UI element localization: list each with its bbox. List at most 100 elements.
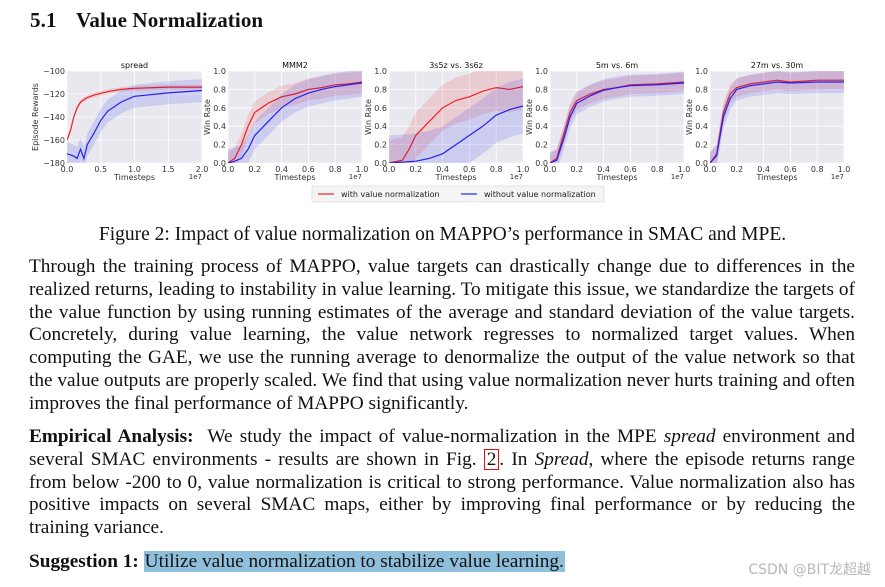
x-tick-label: 0.5 bbox=[94, 165, 107, 174]
y-tick-label: −180 bbox=[43, 159, 65, 168]
x-axis-label: Timesteps bbox=[113, 173, 155, 182]
series-band bbox=[389, 78, 523, 163]
x-tick-label: 0.4 bbox=[597, 165, 610, 174]
y-axis-label: Win Rate bbox=[203, 99, 212, 135]
x-tick-label: 1.0 bbox=[838, 165, 851, 174]
chart-panel-2: 0.0 0.2 0.4 0.6 0.8 1.0 0.0 0.2 0.4 0.6 0.8 1.0 3s5z… bbox=[364, 61, 530, 182]
empirical-analysis-label: Empirical Analysis: bbox=[29, 426, 194, 447]
paragraph-empirical-analysis: Empirical Analysis: We study the impact … bbox=[29, 426, 855, 540]
y-axis-label: Episode Rewards bbox=[31, 83, 40, 151]
x-scale-label: 1e7 bbox=[831, 173, 844, 181]
x-tick-label: 0.0 bbox=[222, 165, 235, 174]
y-tick-label: 1.0 bbox=[695, 67, 708, 76]
section-title: Value Normalization bbox=[76, 8, 264, 32]
x-tick-label: 0.2 bbox=[730, 165, 743, 174]
chart-panel-3: 0.0 0.2 0.4 0.6 0.8 1.0 0.0 0.2 0.4 0.6 0.8 1.0 5m v… bbox=[525, 61, 690, 182]
y-tick-label: 0.6 bbox=[374, 104, 387, 113]
plot-area bbox=[550, 71, 684, 163]
x-tick-label: 0.0 bbox=[383, 165, 396, 174]
p2-text-a: We study the impact of value-normalizati… bbox=[207, 426, 664, 447]
y-tick-label: 0.0 bbox=[535, 159, 548, 168]
x-scale-label: 1e7 bbox=[349, 173, 362, 181]
chart-title: 5m vs. 6m bbox=[596, 61, 639, 70]
y-tick-label: −140 bbox=[43, 113, 65, 122]
suggestion-text[interactable]: Utilize value normalization to stabilize… bbox=[143, 551, 565, 572]
plot-area bbox=[710, 71, 844, 163]
section-number: 5.1 bbox=[30, 8, 57, 32]
chart-panel-0: 0.0 0.5 1.0 1.5 2.0 −180 −160 −140 −120 −100 sprea… bbox=[31, 61, 208, 182]
series-line bbox=[228, 81, 362, 163]
x-tick-label: 0.6 bbox=[302, 165, 315, 174]
x-tick-label: 1.0 bbox=[356, 165, 369, 174]
x-tick-label: 0.8 bbox=[329, 165, 342, 174]
series-line bbox=[67, 86, 202, 141]
y-tick-label: 0.0 bbox=[695, 159, 708, 168]
y-tick-label: 0.8 bbox=[213, 85, 226, 94]
x-axis-label: Timesteps bbox=[755, 173, 797, 182]
watermark: CSDN @BIT龙超越 bbox=[748, 562, 871, 578]
y-tick-label: 1.0 bbox=[213, 67, 226, 76]
figure-charts: 0.0 0.5 1.0 1.5 2.0 −180 −160 −140 −120 −100 sprea… bbox=[31, 61, 850, 203]
x-axis-label: Timesteps bbox=[434, 173, 476, 182]
x-tick-label: 0.0 bbox=[704, 165, 717, 174]
y-tick-label: −120 bbox=[43, 90, 65, 99]
x-axis-label: Timesteps bbox=[595, 173, 637, 182]
x-tick-label: 0.2 bbox=[248, 165, 261, 174]
legend-box bbox=[311, 185, 605, 203]
series-band bbox=[710, 71, 844, 163]
x-tick-label: 1.0 bbox=[678, 165, 691, 174]
suggestion-label: Suggestion 1: bbox=[29, 551, 139, 572]
y-tick-label: 0.4 bbox=[535, 122, 548, 131]
chart-title: 27m vs. 30m bbox=[751, 61, 804, 70]
series-band bbox=[710, 71, 844, 163]
y-tick-label: 0.2 bbox=[213, 141, 226, 150]
series-band bbox=[550, 71, 684, 163]
paragraph-value-normalization: Through the training process of MAPPO, v… bbox=[29, 256, 855, 414]
y-tick-label: 0.0 bbox=[374, 159, 387, 168]
figure-caption: Figure 2: Impact of value normalization … bbox=[98, 224, 787, 245]
y-tick-label: 0.8 bbox=[374, 85, 387, 94]
legend-label-without: without value normalization bbox=[484, 190, 596, 199]
x-tick-label: 1.0 bbox=[517, 165, 530, 174]
chart-panel-4: 0.0 0.2 0.4 0.6 0.8 1.0 0.0 0.2 0.4 0.6 0.8 1.0 27m … bbox=[685, 61, 850, 182]
x-tick-label: 0.4 bbox=[436, 165, 449, 174]
x-tick-label: 0.2 bbox=[409, 165, 422, 174]
y-tick-label: 0.4 bbox=[695, 122, 708, 131]
y-tick-label: 0.2 bbox=[695, 141, 708, 150]
x-tick-label: 0.6 bbox=[624, 165, 637, 174]
series-line bbox=[389, 86, 523, 163]
env-spread-cap: Spread bbox=[534, 448, 589, 470]
legend-label-with: with value normalization bbox=[341, 190, 440, 199]
series-line bbox=[228, 82, 362, 163]
p2-text-d: , where the episode returns range from b… bbox=[29, 448, 855, 539]
y-tick-label: 0.6 bbox=[535, 104, 548, 113]
p2-text-c: . In bbox=[499, 448, 535, 470]
y-tick-label: 0.4 bbox=[213, 122, 226, 131]
y-tick-label: 0.4 bbox=[374, 122, 387, 131]
x-scale-label: 1e7 bbox=[671, 173, 684, 181]
env-spread: spread bbox=[663, 426, 716, 447]
x-tick-label: 0.2 bbox=[570, 165, 583, 174]
series-line bbox=[67, 89, 202, 161]
y-tick-label: −160 bbox=[43, 136, 65, 145]
y-tick-label: 1.0 bbox=[374, 67, 387, 76]
x-tick-label: 0.8 bbox=[490, 165, 503, 174]
series-line bbox=[710, 81, 844, 163]
y-tick-label: 0.6 bbox=[213, 104, 226, 113]
y-axis-label: Win Rate bbox=[685, 99, 694, 135]
suggestion: Suggestion 1: Utilize value normalizatio… bbox=[29, 551, 855, 574]
plot-area bbox=[389, 71, 523, 163]
x-tick-label: 0.0 bbox=[61, 165, 74, 174]
x-tick-label: 0.4 bbox=[757, 165, 770, 174]
chart-title: 3s5z vs. 3s6z bbox=[429, 61, 483, 70]
x-tick-label: 0.8 bbox=[651, 165, 664, 174]
figure-reference-link[interactable]: 2 bbox=[483, 448, 500, 470]
series-line bbox=[710, 79, 844, 163]
x-scale-label: 1e7 bbox=[189, 173, 202, 181]
x-tick-label: 1.5 bbox=[162, 165, 175, 174]
x-tick-label: 0.8 bbox=[811, 165, 824, 174]
y-axis-label: Win Rate bbox=[525, 99, 534, 135]
x-tick-label: 1.0 bbox=[128, 165, 141, 174]
series-line bbox=[550, 82, 684, 163]
x-tick-label: 0.6 bbox=[784, 165, 797, 174]
